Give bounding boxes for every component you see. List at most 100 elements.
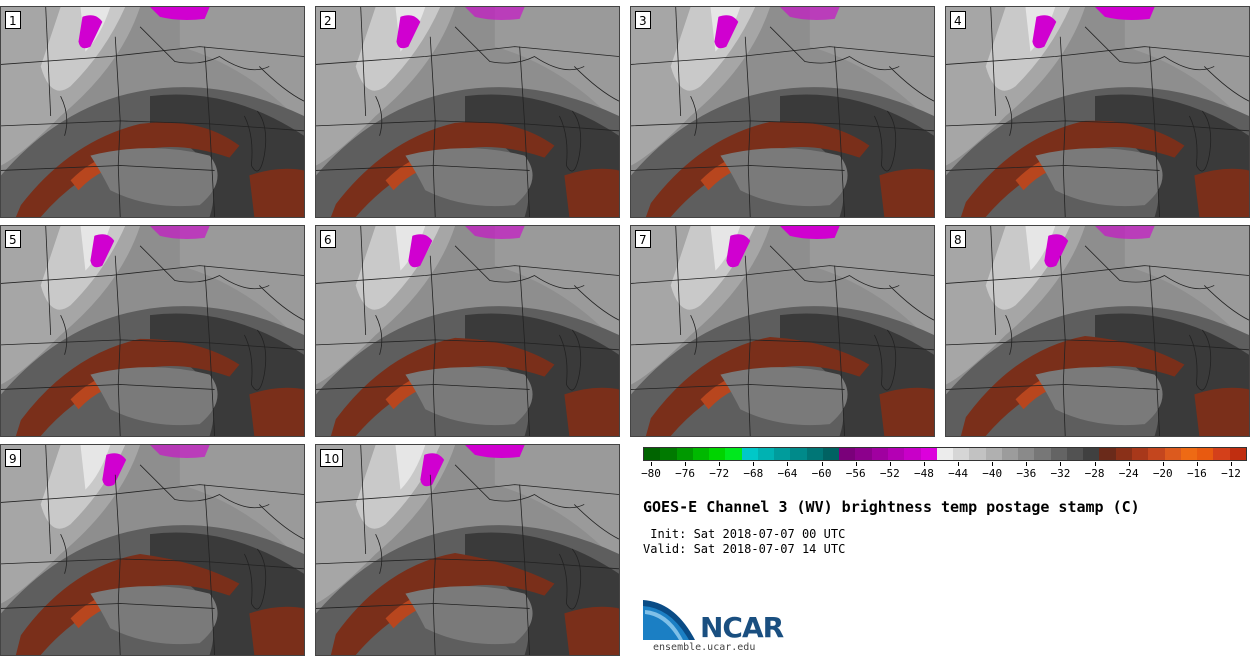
colorbar-tick — [1128, 462, 1130, 466]
panel-label: 6 — [320, 230, 336, 248]
colorbar-tick — [1231, 462, 1232, 466]
colorbar-segment — [936, 448, 954, 460]
logo-text: NCAR — [700, 611, 784, 644]
colorbar-tick — [958, 462, 960, 466]
water-vapor-field — [946, 226, 1249, 436]
colorbar-tick-label: −16 — [1186, 467, 1207, 480]
colorbar-segment — [790, 448, 807, 460]
colorbar-tick — [719, 462, 721, 466]
water-vapor-field — [1, 7, 304, 217]
colorbar-tick — [753, 462, 755, 466]
colorbar-tick-label: −40 — [982, 467, 1003, 480]
panel-label: 1 — [5, 11, 21, 29]
panel-label: 9 — [5, 449, 21, 467]
colorbar-tick-label: −80 — [641, 467, 661, 480]
water-vapor-field — [631, 226, 934, 436]
map-panel: 3 — [630, 6, 935, 218]
colorbar-segment — [1083, 448, 1100, 460]
colorbar-segment — [855, 448, 872, 460]
map-panel: 1 — [0, 6, 305, 218]
colorbar-tick — [855, 462, 857, 466]
colorbar-segment — [1018, 448, 1035, 460]
map-panel: 9 — [0, 444, 305, 656]
map-panel: 2 — [315, 6, 620, 218]
colorbar-segment — [660, 448, 677, 460]
colorbar-segment — [1197, 448, 1214, 460]
colorbar-segment — [692, 448, 710, 460]
colorbar-tick — [1162, 462, 1164, 466]
colorbar-segment — [871, 448, 888, 460]
colorbar-segment — [725, 448, 742, 460]
colorbar-segment — [1115, 448, 1132, 460]
colorbar-tick — [889, 462, 891, 466]
colorbar-tick-label: −12 — [1221, 467, 1241, 480]
colorbar-tick — [821, 462, 823, 466]
water-vapor-field — [631, 7, 934, 217]
colorbar-segment — [1034, 448, 1051, 460]
colorbar-tick-label: −44 — [948, 467, 968, 480]
colorbar-segment — [985, 448, 1002, 460]
colorbar-segment — [1099, 448, 1116, 460]
colorbar-segment — [969, 448, 986, 460]
panel-label: 8 — [950, 230, 966, 248]
colorbar-segment — [1148, 448, 1165, 460]
map-panel: 4 — [945, 6, 1250, 218]
colorbar-tick-label: −60 — [811, 467, 832, 480]
colorbar-segment — [709, 448, 726, 460]
colorbar-ticks: −80 −76 −72 −68 −64 −60 −56 −52 −48 −44 −40 −36 −32−… — [641, 462, 1247, 482]
panel-label: 10 — [320, 449, 344, 467]
logo-url: ensemble.ucar.edu — [653, 642, 756, 653]
colorbar-segment — [920, 448, 937, 460]
panel-label: 2 — [320, 11, 336, 29]
colorbar-tick-label: −72 — [709, 467, 730, 480]
colorbar-tick — [923, 462, 925, 466]
ncar-logo-icon — [643, 600, 695, 640]
colorbar-tick-label: −36 — [1016, 467, 1037, 480]
chart-title: GOES-E Channel 3 (WV) brightness temp po… — [643, 498, 1140, 516]
colorbar-segment — [1164, 448, 1181, 460]
map-panel: 5 — [0, 225, 305, 437]
colorbar-segment — [1131, 448, 1149, 460]
colorbar-segment — [822, 448, 840, 460]
colorbar-tick-label: −20 — [1152, 467, 1173, 480]
water-vapor-field — [946, 7, 1249, 217]
colorbar-tick — [787, 462, 789, 466]
colorbar-tick-label: −28 — [1084, 467, 1105, 480]
panel-label: 4 — [950, 11, 966, 29]
colorbar-tick-label: −76 — [675, 467, 696, 480]
colorbar-tick-label: −64 — [777, 467, 798, 480]
colorbar-segment — [806, 448, 823, 460]
colorbar-segment — [887, 448, 905, 460]
colorbar-segment — [1180, 448, 1198, 460]
map-panel: 7 — [630, 225, 935, 437]
colorbar-tick — [685, 462, 687, 466]
water-vapor-field — [316, 445, 619, 655]
colorbar-segment — [741, 448, 758, 460]
colorbar-segment — [953, 448, 970, 460]
colorbar-tick-label: −56 — [845, 467, 866, 480]
water-vapor-field — [1, 445, 304, 655]
colorbar-tick — [1094, 462, 1096, 466]
colorbar-segment — [676, 448, 693, 460]
water-vapor-field — [316, 7, 619, 217]
panel-label: 3 — [635, 11, 651, 29]
colorbar-segment — [1001, 448, 1019, 460]
colorbar — [643, 447, 1247, 461]
colorbar-segment — [644, 448, 661, 460]
water-vapor-field — [316, 226, 619, 436]
colorbar-tick-label: −48 — [914, 467, 934, 480]
colorbar-segment — [839, 448, 856, 460]
colorbar-tick-label: −32 — [1050, 467, 1071, 480]
panel-label: 5 — [5, 230, 21, 248]
colorbar-segment — [1213, 448, 1230, 460]
colorbar-tick — [1060, 462, 1062, 466]
colorbar-tick — [992, 462, 994, 466]
panel-label: 7 — [635, 230, 651, 248]
colorbar-tick — [1026, 462, 1028, 466]
valid-time: Valid: Sat 2018-07-07 14 UTC — [643, 542, 846, 556]
colorbar-tick-label: −52 — [879, 467, 900, 480]
colorbar-segment — [774, 448, 791, 460]
colorbar-segment — [904, 448, 921, 460]
map-panel: 10 — [315, 444, 620, 656]
colorbar-tick-label: −68 — [743, 467, 764, 480]
